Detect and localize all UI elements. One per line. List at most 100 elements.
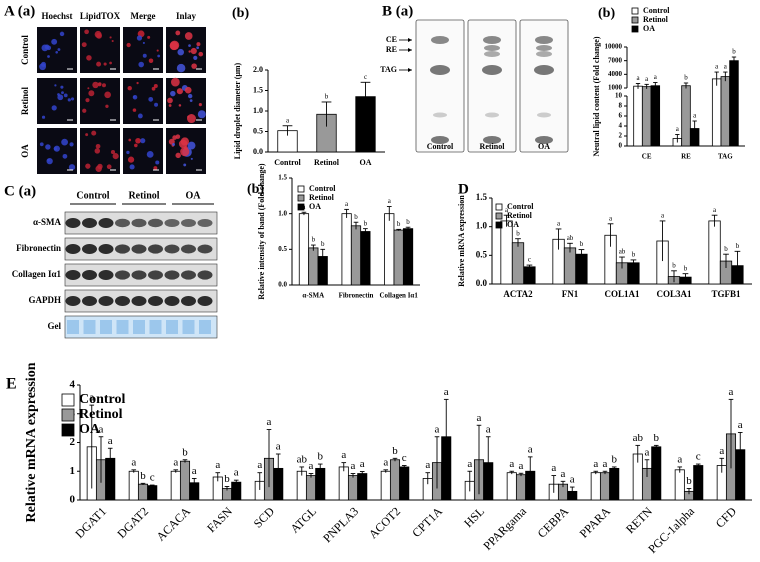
x-tick-label: ACTA2	[503, 289, 533, 299]
blot-band	[82, 218, 97, 228]
x-tick-label: FN1	[562, 289, 579, 299]
blot-band	[65, 296, 81, 306]
significance-letter: a	[351, 460, 356, 472]
cell-signal	[187, 115, 190, 118]
blot-band	[164, 219, 180, 227]
significance-letter: b	[611, 453, 617, 465]
y-tick-label: 1.5	[253, 85, 263, 94]
bar	[506, 472, 517, 501]
bar	[500, 220, 513, 285]
cell-signal	[106, 164, 112, 170]
significance-letter: c	[150, 472, 155, 484]
blot-row-label: α-SMA	[33, 217, 62, 227]
group-label: Control	[76, 190, 109, 201]
row-label: Retinol	[20, 87, 30, 115]
cell-signal	[69, 142, 74, 147]
cell-signal	[53, 147, 58, 151]
x-tick-label: CEBPA	[535, 504, 572, 541]
arrow-head	[408, 48, 412, 52]
cell-signal	[187, 141, 196, 150]
x-tick-label: Fibronectin	[339, 292, 374, 300]
cell-signal	[183, 146, 188, 150]
cell-signal	[148, 58, 154, 63]
cell-signal	[101, 83, 106, 88]
significance-letter: b	[653, 432, 659, 444]
cell-signal	[85, 98, 90, 103]
y-tick-label: 1.0	[476, 221, 488, 231]
significance-letter: a	[444, 386, 449, 398]
cell-signal	[134, 143, 138, 148]
cell-signal	[60, 85, 64, 89]
bar	[651, 446, 662, 501]
cell-signal	[61, 138, 68, 146]
panel-label: C (a)	[4, 183, 36, 199]
cell-signal	[96, 61, 102, 67]
cell-signal	[133, 95, 136, 98]
significance-letter: a	[551, 462, 556, 474]
x-tick-label: DGAT2	[114, 504, 151, 541]
x-tick-label: PGC-1alpha	[645, 504, 697, 556]
tlc-spot	[433, 112, 447, 118]
lane-label: Retinol	[480, 142, 506, 151]
cell-signal	[39, 63, 47, 71]
cell-signal	[180, 137, 190, 146]
tlc-spot	[535, 136, 553, 144]
cell-signal	[54, 84, 57, 87]
significance-letter: b	[684, 74, 688, 82]
x-tick-label: PNPLA3	[320, 504, 361, 545]
cell-signal	[140, 138, 146, 144]
cell-signal	[168, 104, 172, 107]
y-tick-label: 0	[619, 142, 623, 150]
significance-letter: a	[609, 214, 613, 222]
cell-signal	[148, 96, 154, 102]
cell-signal	[176, 88, 183, 95]
bar	[711, 78, 722, 147]
cell-signal	[135, 137, 141, 144]
bar	[341, 213, 352, 286]
bar	[389, 459, 401, 501]
cell-signal	[126, 42, 131, 48]
significance-letter: a	[603, 458, 608, 470]
bar	[609, 467, 620, 501]
bar	[305, 475, 317, 501]
blot-band	[197, 219, 213, 227]
significance-letter: b	[317, 451, 323, 463]
tlc-lane	[467, 19, 517, 153]
cell-signal	[156, 49, 159, 52]
cell-signal	[188, 50, 191, 53]
y-tick-label: 4	[619, 122, 623, 130]
bar	[599, 472, 611, 501]
cell-signal	[184, 86, 192, 94]
cell-signal	[104, 91, 111, 99]
group-label: Retinol	[128, 190, 159, 201]
lane-label: OA	[538, 142, 550, 151]
x-tick-label: TAG	[718, 153, 733, 161]
significance-letter: b	[392, 445, 398, 457]
x-tick-label: Control	[274, 158, 301, 167]
legend-swatch	[297, 185, 305, 193]
blot-band	[115, 244, 130, 254]
cell-signal	[110, 150, 116, 155]
legend-label: Control	[643, 6, 670, 15]
significance-letter: a	[89, 392, 94, 404]
significance-letter: a	[593, 458, 598, 470]
bar	[633, 85, 643, 147]
tlc-lane	[519, 19, 569, 153]
bar	[308, 247, 319, 286]
cell-signal	[45, 144, 51, 150]
legend-swatch	[61, 393, 75, 407]
significance-letter: a	[676, 125, 680, 133]
significance-letter: b	[321, 240, 325, 248]
significance-letter: b	[397, 220, 401, 228]
cell-signal	[197, 110, 206, 119]
cell-signal	[47, 55, 50, 58]
panel-label: B (a)	[382, 3, 413, 19]
cell-signal	[196, 42, 201, 47]
significance-letter: a	[505, 206, 509, 214]
cell-signal	[189, 99, 193, 103]
cell-signal	[151, 86, 156, 91]
legend-label: OA	[507, 220, 519, 229]
blot-band	[148, 296, 163, 306]
cell-signal	[41, 115, 46, 119]
